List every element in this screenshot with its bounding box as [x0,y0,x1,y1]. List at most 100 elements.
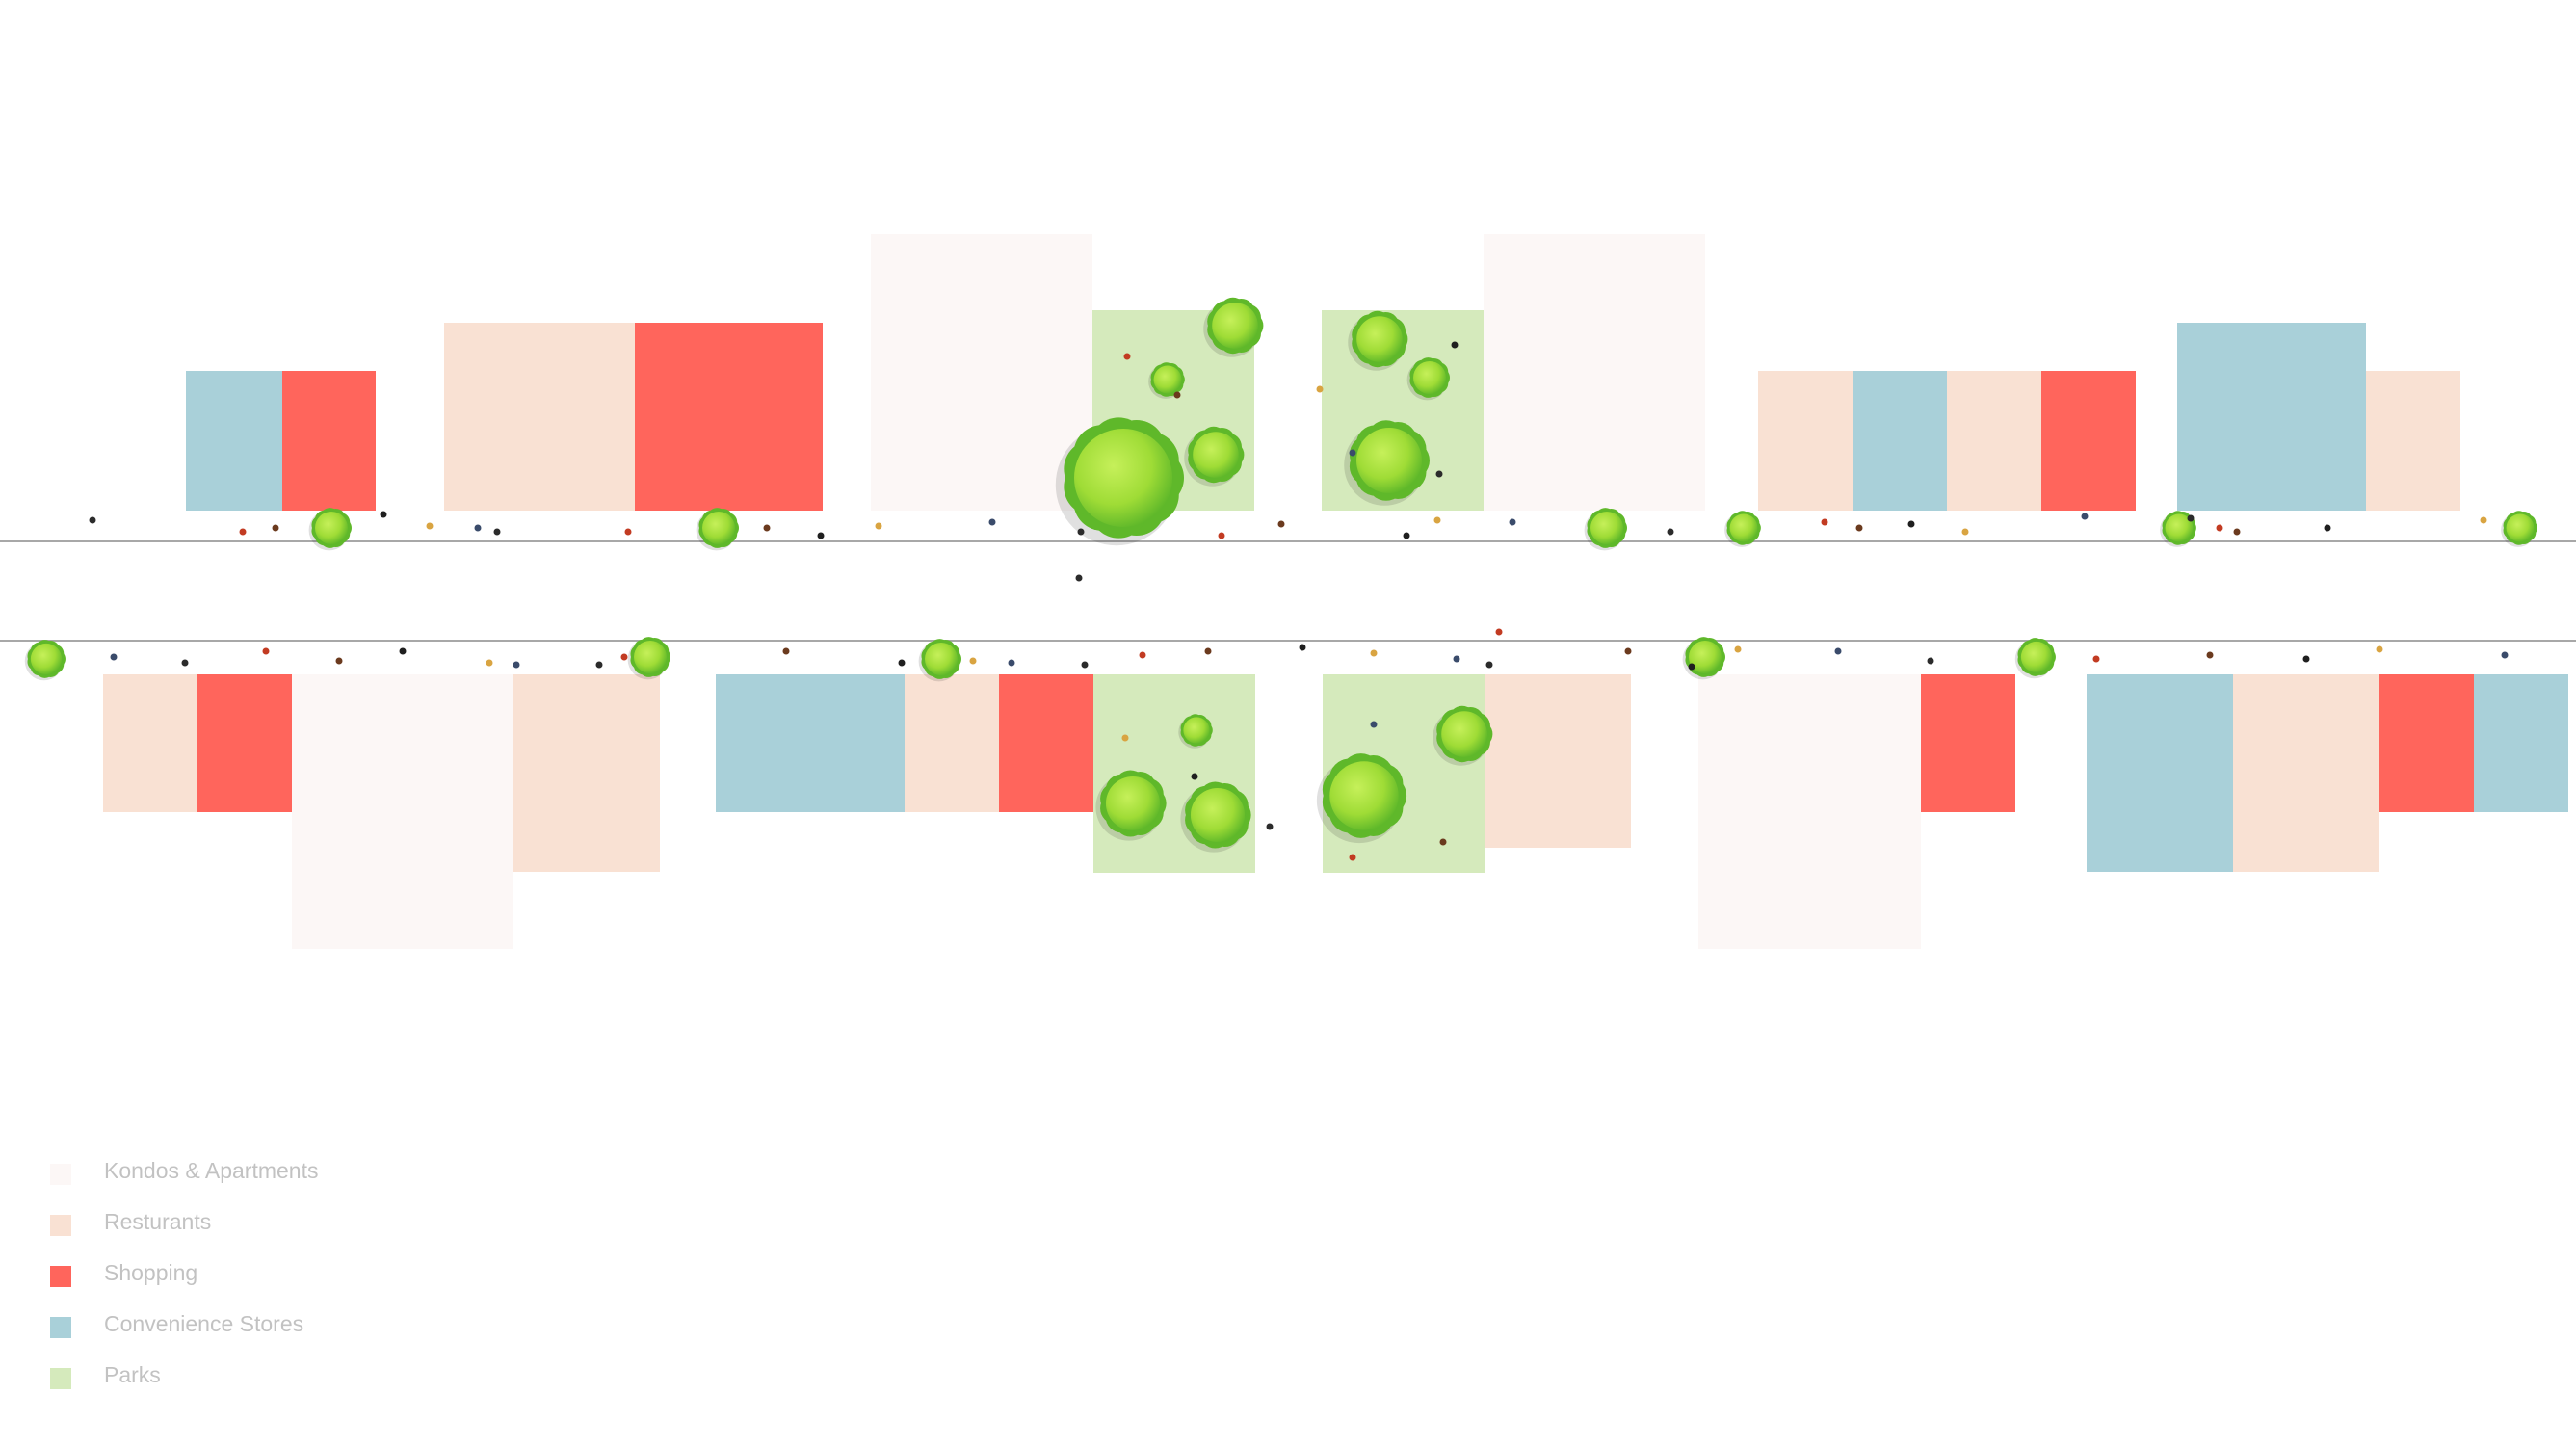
north-blocks [186,234,2460,511]
tree-icon [1682,637,1725,680]
restaurant-block [1758,371,1853,511]
kondos-block [292,674,513,949]
restaurant-block [1485,674,1631,848]
pedestrian-icon [1139,651,1146,659]
kondos-block [1484,234,1705,511]
pedestrian-icon [2501,651,2509,659]
pedestrian-icon [1077,528,1085,536]
pedestrian-icon [110,653,118,661]
tree-icon [1344,420,1430,506]
pedestrian-icon [2216,524,2223,532]
pedestrian-icon [1075,574,1083,582]
pedestrian-icon [763,524,771,532]
tree-icon [696,508,739,551]
trees [24,297,2537,853]
tree-icon [1095,770,1167,841]
pedestrian-icon [1821,518,1828,526]
pedestrian-icon [1191,773,1198,780]
shopping-block [635,323,823,511]
convenience-block [2087,674,2233,872]
convenience-block [1853,371,1947,511]
pedestrian-icon [474,524,482,532]
pedestrian-icon [1123,353,1131,360]
pedestrian-icon [1173,391,1181,399]
shopping-block [282,371,376,511]
legend-label: Convenience Stores [104,1311,304,1336]
restaurant-block [513,674,660,872]
pedestrian-icon [2187,514,2195,522]
pedestrian-icon [2376,645,2383,653]
pedestrian-icon [1299,644,1306,651]
pedestrian-icon [1927,657,1934,665]
pedestrian-icon [1403,532,1410,539]
pedestrian-icon [898,659,906,667]
legend-item-parks: Parks [50,1360,628,1411]
tree-icon [1316,753,1407,844]
pedestrian-icon [817,532,825,539]
kondos-block [1698,674,1921,949]
tree-icon [2014,638,2056,679]
pedestrian-icon [1008,659,1015,667]
restaurant-block [2366,371,2460,511]
pedestrian-icon [1370,649,1378,657]
pedestrian-icon [486,659,493,667]
pedestrian-icon [272,524,279,532]
pedestrian-icon [1495,628,1503,636]
pedestrian-icon [1961,528,1969,536]
tree-icon [918,639,961,682]
tree-icon [2501,511,2537,547]
tree-icon [1584,508,1627,551]
pedestrian-icon [782,647,790,655]
tree-icon [1180,781,1251,853]
tree-icon [308,508,352,551]
legend-item-shopping: Shopping [50,1258,628,1309]
pedestrian-icon [1081,661,1089,669]
tree-icon [1348,310,1408,371]
shopping-block [2041,371,2136,511]
pedestrian-icon [2302,655,2310,663]
pedestrian-icon [2233,528,2241,536]
convenience-block [2474,674,2568,812]
kondos-swatch-icon [50,1164,71,1185]
pedestrian-icon [988,518,996,526]
pedestrian-icon [1509,518,1516,526]
pedestrian-icon [969,657,977,665]
pedestrian-icon [620,653,628,661]
pedestrian-icon [1349,449,1356,457]
shopping-block [2379,674,2474,812]
pedestrian-icon [2206,651,2214,659]
legend: Kondos & Apartments Resturants Shopping … [50,1156,628,1411]
restaurant-block [905,674,999,812]
restaurant-block [2233,674,2379,872]
pedestrian-icon [181,659,189,667]
pedestrian-icon [1451,341,1459,349]
pedestrian-icon [1453,655,1460,663]
tree-icon [1433,705,1493,766]
legend-item-restaurants: Resturants [50,1207,628,1258]
pedestrian-icon [262,647,270,655]
tree-icon [2160,511,2196,547]
pedestrian-icon [875,522,882,530]
restaurant-block [444,323,635,511]
convenience-block [716,674,905,812]
pedestrian-icon [1370,721,1378,728]
park-swatch-icon [50,1368,71,1389]
pedestrian-icon [1433,516,1441,524]
convenience-block [2177,323,2366,511]
shopping-block [197,674,292,812]
pedestrian-icon [1485,661,1493,669]
tree-icon [1406,357,1450,401]
legend-item-convenience: Convenience Stores [50,1309,628,1360]
tree-icon [1184,426,1245,487]
pedestrian-icon [1439,838,1447,846]
restaurant-block [1947,371,2041,511]
tree-icon [1148,362,1185,399]
pedestrian-icon [426,522,434,530]
pedestrian-icon [89,516,96,524]
pedestrian-icon [1204,647,1212,655]
pedestrian-icon [1855,524,1863,532]
pedestrian-icon [595,661,603,669]
pedestrian-icon [1435,470,1443,478]
tree-icon [627,637,670,680]
